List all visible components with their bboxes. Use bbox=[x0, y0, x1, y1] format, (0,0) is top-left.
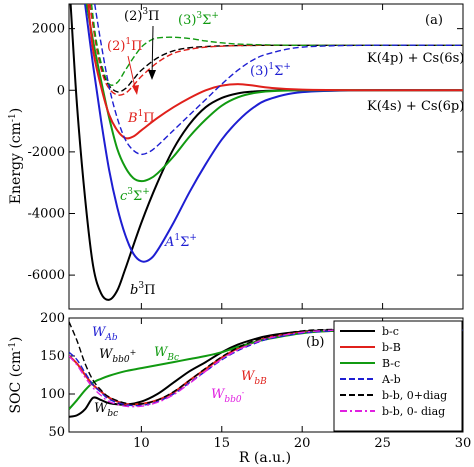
panel-b-ticks: 10 15 20 25 30 50 100 150 200 bbox=[40, 311, 471, 451]
label-w-ab: WAb bbox=[92, 325, 118, 343]
y-tick-label: -6000 bbox=[28, 268, 65, 283]
x-axis-label: R (a.u.) bbox=[239, 450, 291, 466]
panel-b-curves bbox=[69, 321, 463, 418]
label-a-singlet-sigma: A1Σ+ bbox=[164, 233, 197, 250]
label-w-bb0minus: Wbb0- bbox=[211, 387, 245, 405]
asymptote-k4s-cs6p: K(4s) + Cs(6p) bbox=[367, 99, 464, 114]
label-3-triplet-sigma: (3)3Σ+ bbox=[178, 11, 219, 28]
label-w-bb0plus: Wbb0+ bbox=[99, 347, 136, 365]
panel-a-ylabel: Energy (cm-1) bbox=[8, 108, 24, 204]
series-line bbox=[94, 4, 463, 156]
panel-b-legend: b-c b-B B-c A-b b-b, 0+diag b-b, 0- diag bbox=[333, 320, 463, 432]
y-tick-label: -4000 bbox=[28, 206, 65, 221]
label-b-triplet-pi: b3Π bbox=[130, 281, 155, 298]
panel-b-tag: (b) bbox=[306, 335, 324, 350]
label-w-bc-lower: Wbc bbox=[94, 401, 118, 419]
label-c-triplet-sigma: c3Σ+ bbox=[120, 187, 150, 204]
y-tick-label: 200 bbox=[40, 311, 65, 326]
label-2-triplet-pi: (2)3Π bbox=[124, 7, 160, 24]
series-line bbox=[69, 4, 463, 301]
panel-a-tag: (a) bbox=[425, 13, 443, 28]
legend-label: b-b, 0+diag bbox=[382, 389, 447, 402]
label-w-bb: WbB bbox=[241, 369, 267, 387]
label-3-singlet-sigma: (3)1Σ+ bbox=[250, 62, 291, 79]
series-line bbox=[85, 4, 463, 183]
legend-label: A-b bbox=[381, 373, 401, 386]
legend-label: b-b, 0- diag bbox=[382, 405, 445, 418]
series-line bbox=[89, 4, 463, 96]
series-line bbox=[69, 321, 463, 405]
x-tick-label: 25 bbox=[374, 436, 391, 451]
label-2-triplet-pi-arrowhead bbox=[148, 70, 156, 80]
legend-label: B-c bbox=[382, 357, 400, 370]
y-tick-label: -2000 bbox=[28, 145, 65, 160]
series-line bbox=[87, 4, 463, 140]
y-tick-label: 50 bbox=[48, 425, 65, 440]
panel-a-ticks: -6000 -4000 -2000 0 2000 bbox=[28, 4, 464, 309]
panel-a-frame bbox=[68, 3, 464, 310]
x-tick-label: 20 bbox=[294, 436, 311, 451]
y-tick-label: 0 bbox=[57, 83, 65, 98]
panel-a-curves bbox=[69, 4, 463, 301]
series-line bbox=[69, 328, 463, 408]
x-tick-label: 15 bbox=[214, 436, 231, 451]
y-tick-label: 150 bbox=[40, 349, 65, 364]
legend-box bbox=[333, 320, 463, 432]
panel-b-ylabel: SOC (cm-1) bbox=[8, 336, 24, 413]
series-line bbox=[69, 329, 463, 407]
x-tick-label: 10 bbox=[133, 436, 150, 451]
x-tick-label: 30 bbox=[455, 436, 472, 451]
y-tick-label: 100 bbox=[40, 387, 65, 402]
series-line bbox=[84, 4, 463, 263]
label-b-singlet-pi: B1Π bbox=[127, 109, 155, 126]
y-tick-label: 2000 bbox=[32, 22, 65, 37]
panel-b-frame bbox=[68, 317, 464, 433]
legend-label: b-c bbox=[382, 325, 399, 338]
asymptote-k4p-cs6s: K(4p) + Cs(6s) bbox=[367, 51, 464, 66]
label-2-singlet-pi: (2)1Π bbox=[107, 37, 143, 54]
label-2-triplet-pi-pointer bbox=[151, 25, 154, 79]
label-2-singlet-pi-arrowhead bbox=[132, 85, 139, 95]
label-w-bc-upper: WBc bbox=[154, 345, 179, 363]
legend-label: b-B bbox=[382, 341, 401, 354]
